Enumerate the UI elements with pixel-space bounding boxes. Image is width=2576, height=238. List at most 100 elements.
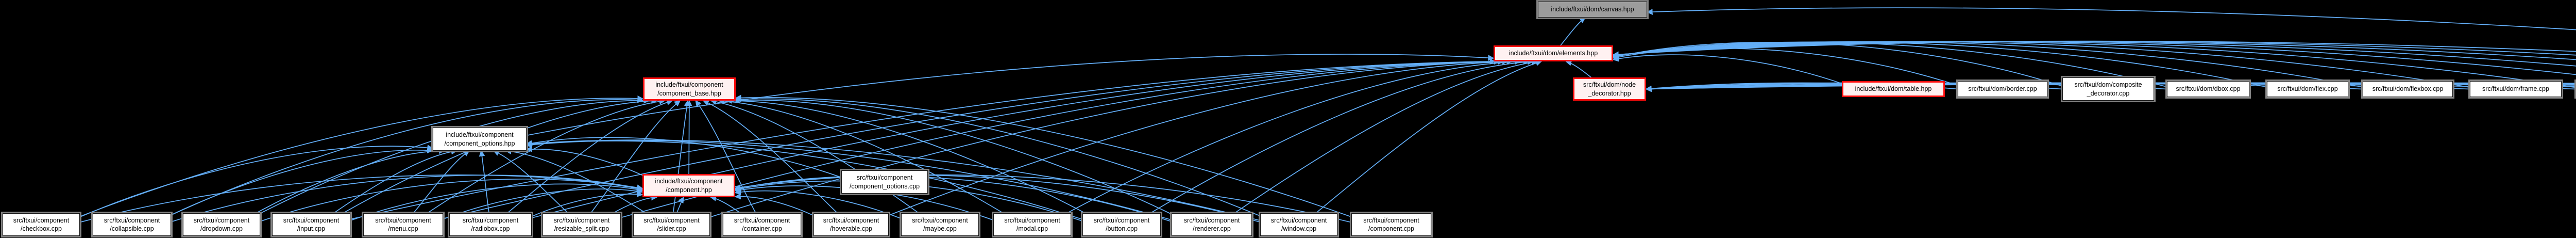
- graph-node-component-options-hpp[interactable]: include/ftxui/component /component_optio…: [433, 128, 527, 151]
- edge-flexbox-cpp-to-elements-hpp: [1612, 41, 2363, 88]
- edge-frame-cpp-to-elements-hpp: [1612, 41, 2470, 88]
- edge-slider-cpp-to-elements-hpp: [709, 58, 1513, 218]
- edge-gauge-cpp-to-elements-hpp: [1612, 41, 2576, 88]
- edge-renderer-cpp-to-elements-hpp: [1234, 59, 1538, 214]
- node-label: src/ftxui/component /slider.cpp: [643, 216, 700, 232]
- edge-menu-cpp-to-component-hpp: [443, 188, 643, 220]
- node-label: include/ftxui/dom/table.hpp: [1855, 85, 1932, 93]
- edge-elements-hpp-to-canvas-hpp: [1560, 17, 1586, 46]
- node-label: src/ftxui/component /container.cpp: [734, 216, 790, 232]
- graph-node-container-cpp[interactable]: src/ftxui/component /container.cpp: [723, 213, 801, 236]
- edge-node-decorator-hpp-to-elements-hpp: [1565, 59, 1592, 78]
- node-label: src/ftxui/component /window.cpp: [1270, 216, 1327, 232]
- edge-modal-cpp-to-elements-hpp: [1066, 58, 1530, 214]
- edge-container-cpp-to-component-base-hpp: [695, 100, 756, 214]
- graph-node-component-options-cpp[interactable]: src/ftxui/component /component_options.c…: [841, 170, 928, 194]
- node-label: src/ftxui/component /resizable_split.cpp: [553, 216, 610, 232]
- edge-hoverable-cpp-to-elements-hpp: [888, 58, 1521, 216]
- graph-node-flexbox-cpp[interactable]: src/ftxui/dom/flexbox.cpp: [2363, 81, 2453, 97]
- edge-maybe-cpp-to-component-hpp: [734, 189, 902, 219]
- graph-node-flex-cpp[interactable]: src/ftxui/dom/flex.cpp: [2267, 81, 2348, 97]
- graph-node-dropdown-cpp[interactable]: src/ftxui/component /dropdown.cpp: [183, 213, 260, 236]
- edge-hoverable-cpp-to-component-hpp: [734, 193, 814, 216]
- node-label: src/ftxui/component /hoverable.cpp: [823, 216, 879, 232]
- edge-resizable-split-cpp-to-component-hpp: [613, 194, 658, 214]
- graph-node-renderer-cpp[interactable]: src/ftxui/component /renderer.cpp: [1172, 213, 1252, 236]
- graph-node-radiobox-cpp[interactable]: src/ftxui/component /radiobox.cpp: [449, 213, 532, 236]
- edge-window-cpp-to-component-base-hpp: [735, 96, 1261, 217]
- graph-node-component-base-hpp[interactable]: include/ftxui/component /component_base.…: [643, 77, 736, 101]
- edge-checkbox-cpp-to-component-options-hpp: [79, 145, 434, 218]
- graph-node-node-decorator-hpp[interactable]: src/ftxui/dom/node _decorator.hpp: [1573, 77, 1646, 101]
- edge-resizable-split-cpp-to-elements-hpp: [620, 58, 1509, 218]
- edge-window-cpp-to-elements-hpp: [1315, 60, 1543, 214]
- node-label: src/ftxui/dom/flexbox.cpp: [2372, 85, 2444, 93]
- graph-node-collapsible-cpp[interactable]: src/ftxui/component /collapsible.cpp: [93, 213, 171, 236]
- graph-node-menu-cpp[interactable]: src/ftxui/component /menu.cpp: [363, 213, 443, 236]
- edge-input-cpp-to-component-hpp: [350, 183, 643, 221]
- node-label: src/ftxui/dom/node _decorator.hpp: [1583, 81, 1636, 97]
- edge-gridbox-cpp-to-elements-hpp: [1612, 41, 2576, 67]
- edge-checkbox-cpp-to-component-base-hpp: [79, 95, 644, 217]
- edge-hoverable-cpp-to-component-base-hpp: [702, 100, 838, 214]
- graph-node-modal-cpp[interactable]: src/ftxui/component /modal.cpp: [993, 213, 1071, 236]
- edge-slider-cpp-to-component-hpp: [676, 196, 684, 214]
- edge-paragraph-cpp-to-elements-hpp: [1612, 40, 2576, 58]
- edge-canvas-cpp-to-canvas-hpp: [1646, 7, 2576, 30]
- graph-node-input-cpp[interactable]: src/ftxui/component /input.cpp: [272, 213, 350, 236]
- node-label: src/ftxui/dom/frame.cpp: [2482, 85, 2549, 93]
- node-label: src/ftxui/component /component_options.c…: [849, 174, 920, 190]
- graph-node-checkbox-cpp[interactable]: src/ftxui/component /checkbox.cpp: [3, 213, 80, 236]
- edge-menu-cpp-to-elements-hpp: [443, 58, 1500, 219]
- node-label: src/ftxui/component /button.cpp: [1093, 216, 1150, 232]
- graph-node-button-cpp[interactable]: src/ftxui/component /button.cpp: [1082, 213, 1161, 236]
- graph-node-hoverable-cpp[interactable]: src/ftxui/component /hoverable.cpp: [814, 213, 889, 236]
- graph-node-component-cpp[interactable]: src/ftxui/component /component.cpp: [1351, 213, 1431, 236]
- node-label: src/ftxui/dom/border.cpp: [1968, 85, 2037, 93]
- node-label: src/ftxui/component /maybe.cpp: [912, 216, 968, 232]
- edge-table-hpp-to-elements-hpp: [1612, 54, 1842, 84]
- graph-node-composite-decorator-cpp[interactable]: src/ftxui/dom/composite _decorator.cpp: [2062, 77, 2154, 101]
- node-label: src/ftxui/component /input.cpp: [283, 216, 340, 232]
- graph-node-slider-cpp[interactable]: src/ftxui/component /slider.cpp: [633, 213, 710, 236]
- edge-button-cpp-to-elements-hpp: [1150, 58, 1534, 214]
- graph-node-table-hpp[interactable]: include/ftxui/dom/table.hpp: [1842, 81, 1945, 97]
- edge-checkbox-cpp-to-component-hpp: [79, 174, 643, 223]
- node-label: src/ftxui/component /menu.cpp: [375, 216, 431, 232]
- node-label: include/ftxui/component /component.hpp: [655, 178, 723, 194]
- graph-node-canvas-hpp[interactable]: include/ftxui/dom/canvas.hpp: [1538, 2, 1647, 18]
- edge-component-options-hpp-to-elements-hpp: [526, 54, 1495, 136]
- graph-node-component-hpp[interactable]: include/ftxui/component /component.hpp: [642, 174, 735, 197]
- edge-radiobox-cpp-to-component-options-hpp: [479, 150, 490, 214]
- edge-component-cpp-to-component-base-hpp: [735, 94, 1352, 217]
- node-label: include/ftxui/dom/elements.hpp: [1509, 50, 1598, 57]
- node-label: include/ftxui/dom/canvas.hpp: [1551, 6, 1634, 13]
- node-label: include/ftxui/component /component_base.…: [655, 81, 723, 97]
- edge-resizable-split-cpp-to-component-base-hpp: [590, 100, 681, 214]
- edge-window-cpp-to-component-hpp: [734, 174, 1261, 223]
- graph-node-window-cpp[interactable]: src/ftxui/component /window.cpp: [1260, 213, 1337, 236]
- graph-node-dbox-cpp[interactable]: src/ftxui/dom/dbox.cpp: [2167, 81, 2249, 97]
- node-label: src/ftxui/component /modal.cpp: [1004, 216, 1060, 232]
- edge-border-cpp-to-elements-hpp: [1612, 47, 1958, 86]
- node-label: src/ftxui/component /dropdown.cpp: [193, 216, 250, 232]
- node-label: src/ftxui/dom/composite _decorator.cpp: [2074, 81, 2142, 97]
- graph-node-border-cpp[interactable]: src/ftxui/dom/border.cpp: [1958, 81, 2047, 97]
- edge-dbox-cpp-to-elements-hpp: [1612, 41, 2167, 88]
- edge-component-cpp-to-component-hpp: [734, 174, 1352, 223]
- graph-node-resizable-split-cpp[interactable]: src/ftxui/component /resizable_split.cpp: [543, 213, 621, 236]
- node-label: src/ftxui/component /renderer.cpp: [1183, 216, 1240, 232]
- edge-input-cpp-to-elements-hpp: [350, 58, 1496, 220]
- node-label: include/ftxui/component /component_optio…: [444, 131, 515, 147]
- node-label: src/ftxui/dom/flex.cpp: [2277, 85, 2338, 93]
- edge-component-hpp-to-component-options-hpp: [526, 146, 643, 176]
- edge-reflect-cpp-to-elements-hpp: [1612, 40, 2576, 58]
- graph-node-maybe-cpp[interactable]: src/ftxui/component /maybe.cpp: [901, 213, 979, 236]
- node-label: src/ftxui/component /component.cpp: [1363, 216, 1419, 232]
- edge-slider-cpp-to-component-options-hpp: [505, 148, 647, 214]
- edge-renderer-cpp-to-component-base-hpp: [733, 97, 1172, 215]
- graph-node-elements-hpp[interactable]: include/ftxui/dom/elements.hpp: [1494, 45, 1613, 61]
- graph-node-frame-cpp[interactable]: src/ftxui/dom/frame.cpp: [2470, 81, 2562, 97]
